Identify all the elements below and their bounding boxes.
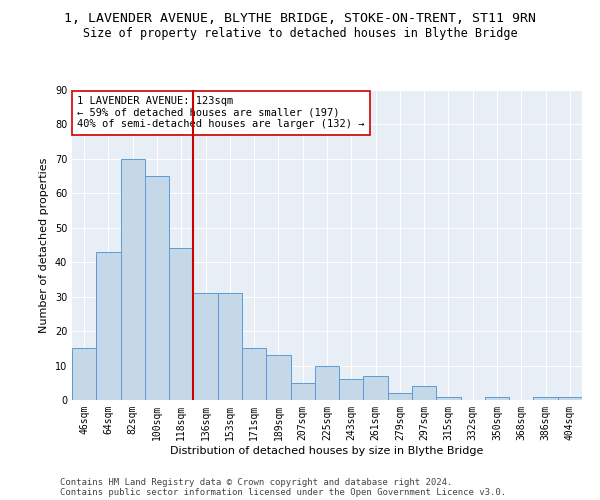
Bar	[290, 383, 315, 400]
Text: 1 LAVENDER AVENUE: 123sqm
← 59% of detached houses are smaller (197)
40% of semi: 1 LAVENDER AVENUE: 123sqm ← 59% of detac…	[77, 96, 365, 130]
Bar	[242, 348, 266, 400]
Bar	[412, 386, 436, 400]
X-axis label: Distribution of detached houses by size in Blythe Bridge: Distribution of detached houses by size …	[170, 446, 484, 456]
Bar	[96, 252, 121, 400]
Text: Size of property relative to detached houses in Blythe Bridge: Size of property relative to detached ho…	[83, 28, 517, 40]
Bar	[364, 376, 388, 400]
Bar	[193, 293, 218, 400]
Text: Contains public sector information licensed under the Open Government Licence v3: Contains public sector information licen…	[60, 488, 506, 497]
Text: 1, LAVENDER AVENUE, BLYTHE BRIDGE, STOKE-ON-TRENT, ST11 9RN: 1, LAVENDER AVENUE, BLYTHE BRIDGE, STOKE…	[64, 12, 536, 26]
Bar	[485, 396, 509, 400]
Bar	[533, 396, 558, 400]
Bar	[388, 393, 412, 400]
Bar	[218, 293, 242, 400]
Bar	[339, 380, 364, 400]
Bar	[145, 176, 169, 400]
Bar	[436, 396, 461, 400]
Text: Contains HM Land Registry data © Crown copyright and database right 2024.: Contains HM Land Registry data © Crown c…	[60, 478, 452, 487]
Bar	[121, 159, 145, 400]
Bar	[266, 355, 290, 400]
Bar	[315, 366, 339, 400]
Bar	[72, 348, 96, 400]
Bar	[169, 248, 193, 400]
Y-axis label: Number of detached properties: Number of detached properties	[39, 158, 49, 332]
Bar	[558, 396, 582, 400]
